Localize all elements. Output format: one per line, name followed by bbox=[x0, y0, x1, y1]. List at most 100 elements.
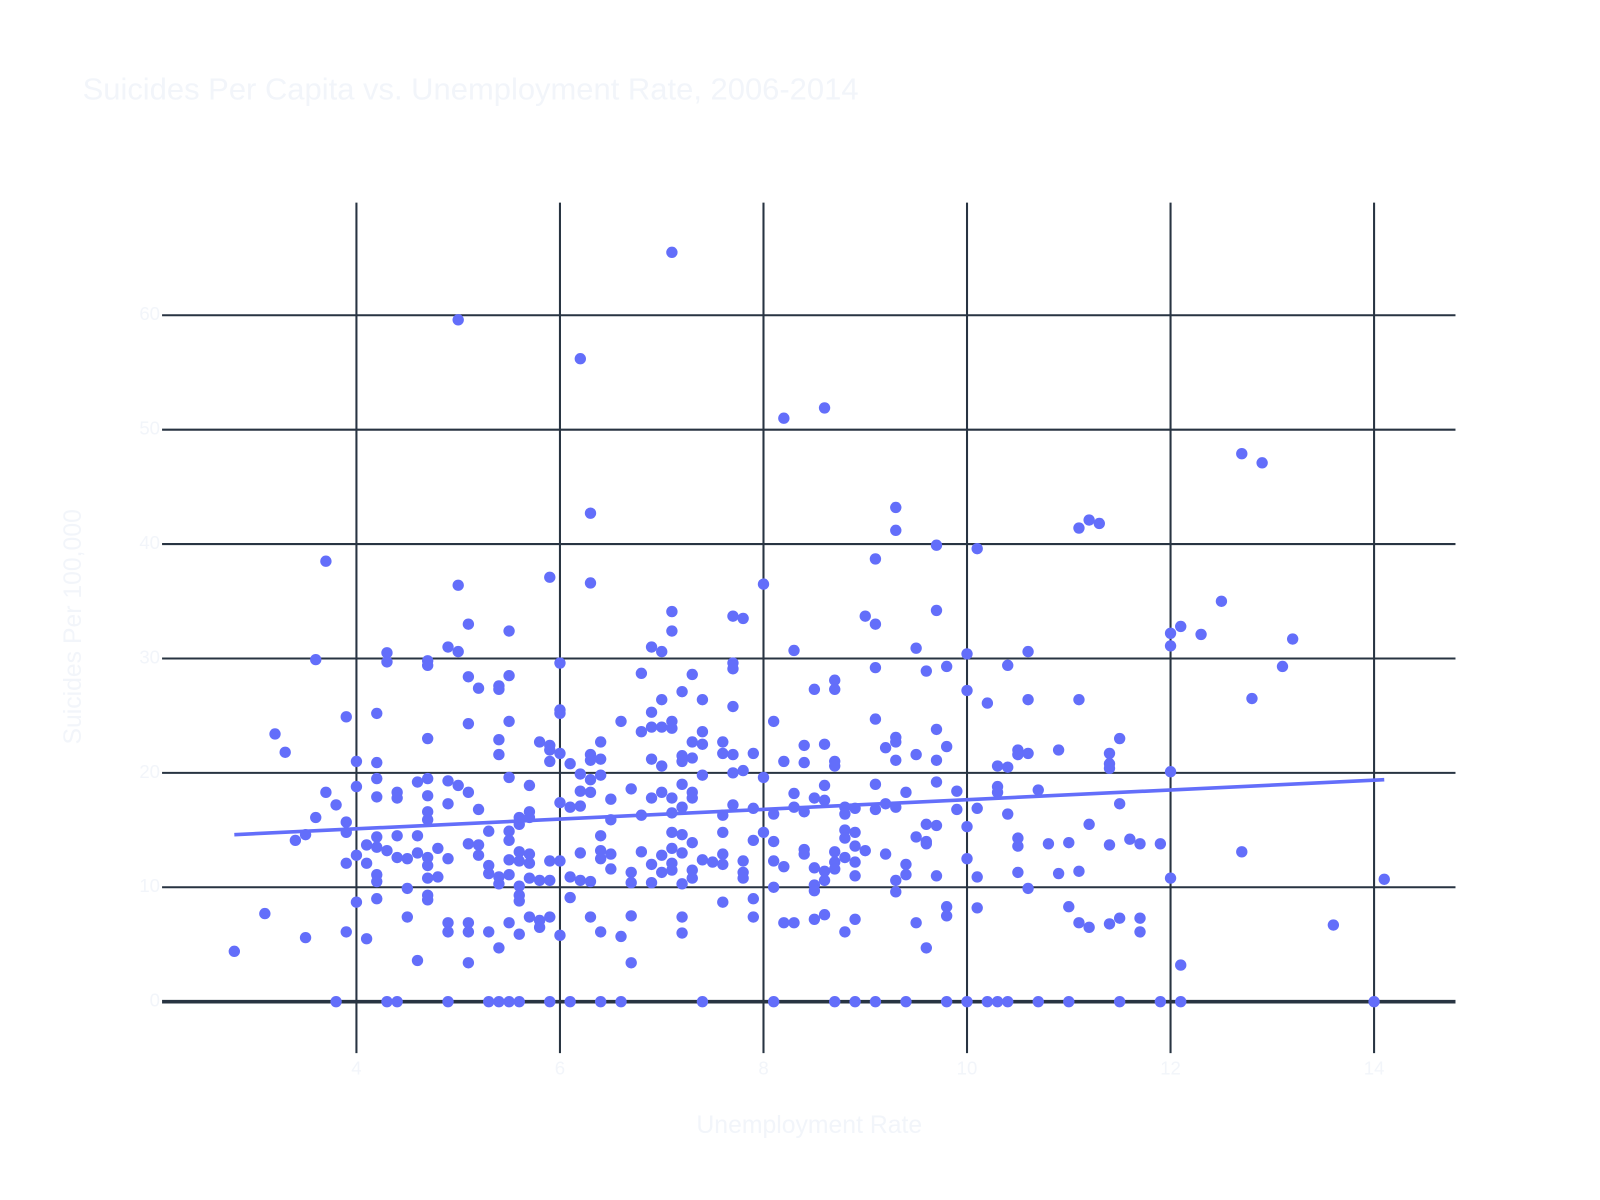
point bbox=[890, 736, 902, 748]
point bbox=[940, 901, 953, 913]
point bbox=[1164, 766, 1177, 778]
point bbox=[686, 752, 698, 764]
point bbox=[818, 874, 831, 887]
point bbox=[961, 648, 973, 660]
point bbox=[442, 798, 454, 810]
point bbox=[452, 579, 464, 591]
point bbox=[656, 645, 668, 658]
point bbox=[849, 840, 861, 852]
point bbox=[727, 700, 739, 713]
point bbox=[310, 653, 322, 666]
point bbox=[493, 996, 505, 1008]
point bbox=[890, 874, 902, 887]
point bbox=[564, 891, 576, 904]
point bbox=[869, 996, 882, 1008]
point bbox=[1073, 522, 1085, 534]
point bbox=[503, 625, 515, 637]
point bbox=[554, 747, 566, 760]
point bbox=[503, 917, 515, 929]
point bbox=[289, 834, 302, 847]
point bbox=[778, 412, 790, 424]
point bbox=[645, 641, 658, 653]
point bbox=[920, 818, 932, 831]
point bbox=[686, 792, 698, 804]
point bbox=[594, 769, 607, 781]
point bbox=[411, 954, 424, 967]
point bbox=[330, 996, 342, 1008]
point bbox=[594, 753, 607, 765]
point bbox=[493, 878, 505, 890]
point bbox=[371, 893, 383, 905]
point bbox=[381, 647, 393, 659]
point bbox=[849, 826, 861, 839]
point bbox=[544, 855, 556, 867]
point bbox=[513, 928, 525, 940]
point bbox=[696, 769, 709, 781]
point bbox=[1012, 748, 1024, 761]
point bbox=[869, 618, 882, 630]
point bbox=[340, 816, 352, 828]
point bbox=[635, 726, 648, 738]
point bbox=[1022, 645, 1034, 658]
point bbox=[320, 786, 332, 799]
point bbox=[900, 786, 912, 799]
point bbox=[340, 711, 352, 723]
point bbox=[808, 683, 821, 696]
point bbox=[1012, 866, 1024, 879]
point bbox=[1368, 996, 1380, 1008]
point bbox=[645, 753, 658, 765]
point bbox=[645, 858, 658, 871]
point bbox=[930, 776, 943, 788]
point bbox=[686, 864, 698, 876]
point bbox=[656, 721, 668, 733]
point bbox=[1022, 882, 1034, 895]
point bbox=[818, 909, 831, 921]
point bbox=[1327, 919, 1340, 931]
point bbox=[940, 660, 953, 673]
point bbox=[666, 864, 678, 876]
point bbox=[1002, 659, 1014, 672]
point bbox=[544, 571, 556, 583]
point bbox=[1012, 840, 1024, 852]
point bbox=[635, 667, 648, 680]
point bbox=[798, 756, 810, 769]
point bbox=[676, 927, 688, 939]
point bbox=[564, 758, 576, 770]
point bbox=[900, 996, 912, 1008]
point bbox=[717, 848, 729, 860]
point bbox=[717, 826, 729, 839]
point bbox=[737, 855, 749, 867]
point bbox=[849, 870, 861, 882]
point bbox=[747, 893, 759, 905]
point bbox=[849, 856, 861, 868]
point bbox=[645, 877, 658, 889]
point bbox=[961, 684, 973, 697]
point bbox=[818, 402, 831, 414]
point bbox=[452, 645, 464, 658]
y-tick-label: 0 bbox=[150, 990, 160, 1011]
point bbox=[1134, 926, 1146, 938]
point bbox=[574, 353, 586, 365]
point bbox=[483, 859, 495, 872]
point bbox=[391, 792, 403, 804]
point bbox=[808, 885, 821, 897]
point bbox=[615, 996, 627, 1008]
point bbox=[299, 931, 312, 944]
point bbox=[930, 539, 943, 551]
point bbox=[1164, 640, 1177, 652]
point bbox=[523, 872, 536, 884]
point bbox=[1052, 744, 1065, 756]
point bbox=[554, 707, 566, 720]
point bbox=[686, 872, 698, 884]
point bbox=[1246, 692, 1258, 705]
point bbox=[1012, 832, 1024, 844]
point bbox=[666, 842, 678, 855]
point bbox=[483, 996, 495, 1008]
point bbox=[421, 772, 434, 785]
point bbox=[676, 878, 688, 890]
point bbox=[1215, 595, 1228, 607]
point bbox=[371, 772, 383, 785]
point bbox=[747, 911, 759, 923]
point bbox=[381, 844, 393, 857]
point bbox=[503, 669, 515, 682]
